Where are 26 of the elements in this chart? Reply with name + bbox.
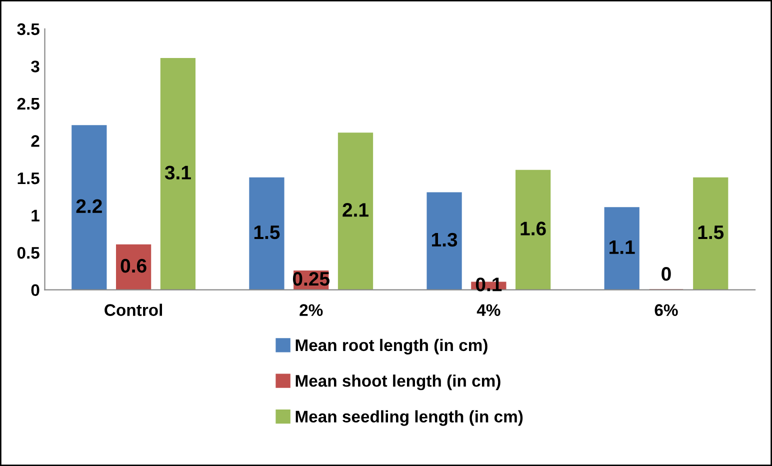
y-tick-label: 0 bbox=[31, 284, 40, 296]
legend-label: Mean seedling length (in cm) bbox=[296, 410, 523, 426]
data-label: 3.1 bbox=[164, 166, 191, 180]
y-tick-label: 3 bbox=[31, 60, 40, 72]
y-tick-label: 2 bbox=[31, 135, 40, 147]
y-tick-label: 2.5 bbox=[17, 98, 40, 110]
data-label: 1.5 bbox=[254, 226, 280, 240]
data-label: 1.5 bbox=[698, 226, 724, 240]
data-label: 1.1 bbox=[610, 240, 635, 254]
y-tick-label: 1 bbox=[32, 210, 40, 222]
x-tick-label: 4% bbox=[476, 304, 500, 316]
data-label: 1.3 bbox=[432, 232, 458, 247]
data-label: 2.2 bbox=[76, 199, 102, 213]
x-tick-label: 2% bbox=[300, 304, 323, 316]
legend-label: Mean shoot length (in cm) bbox=[296, 374, 500, 390]
data-label: 2.1 bbox=[342, 203, 368, 217]
x-tick-label: 6% bbox=[654, 304, 678, 316]
data-label: 0 bbox=[662, 267, 671, 281]
y-tick-label: 3.5 bbox=[17, 23, 40, 36]
x-tick-label: Control bbox=[104, 304, 162, 316]
legend-label: Mean root length (in cm) bbox=[296, 338, 488, 354]
y-tick-label: 1.5 bbox=[18, 172, 40, 184]
data-label: 1.6 bbox=[520, 222, 546, 236]
data-label: 0.6 bbox=[120, 258, 146, 273]
y-tick-label: 0.5 bbox=[17, 246, 40, 259]
data-label: 0.1 bbox=[476, 278, 502, 292]
